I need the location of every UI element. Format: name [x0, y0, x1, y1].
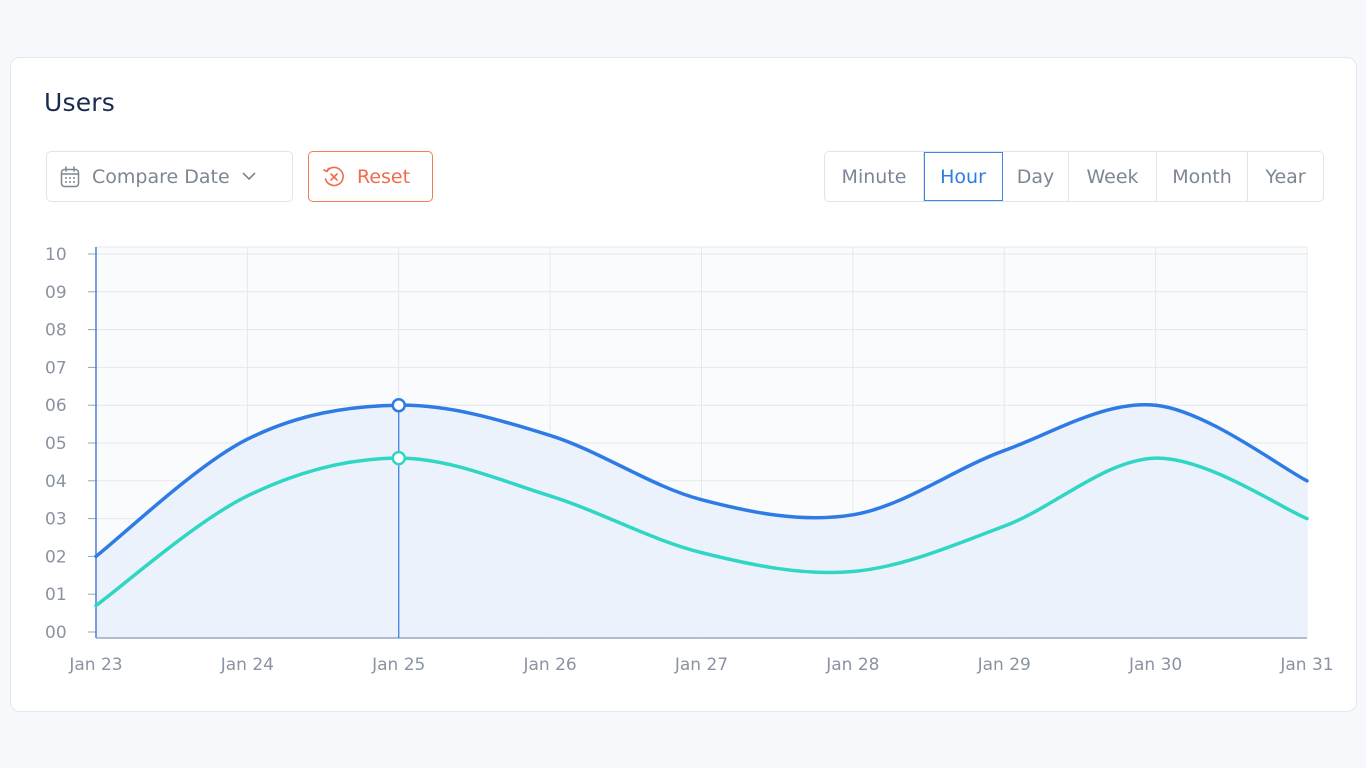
y-tick-label: 06 [45, 396, 67, 416]
x-tick-label: Jan 26 [523, 655, 577, 675]
x-tick-label: Jan 30 [1128, 655, 1182, 675]
range-hour-button[interactable]: Hour [924, 152, 1003, 201]
range-year-button[interactable]: Year [1248, 152, 1323, 201]
y-tick-label: 02 [45, 547, 67, 567]
primary-highlight-marker [391, 397, 406, 413]
y-tick-label: 07 [45, 358, 67, 378]
calendar-icon [60, 165, 80, 188]
y-tick-label: 03 [45, 510, 67, 530]
range-week-button[interactable]: Week [1069, 152, 1157, 201]
y-tick-label: 04 [45, 472, 67, 492]
y-tick-label: 05 [45, 434, 67, 454]
secondary-series-line [94, 456, 1309, 608]
y-tick-label: 09 [45, 283, 67, 303]
x-tick-label: Jan 25 [371, 655, 425, 675]
time-range-selector: Minute Hour Day Week Month Year [824, 151, 1324, 202]
range-day-button[interactable]: Day [1003, 152, 1069, 201]
y-tick-label: 08 [45, 321, 67, 341]
y-tick-label: 01 [45, 585, 67, 605]
x-tick-label: Jan 27 [674, 655, 728, 675]
x-tick-label: Jan 29 [977, 655, 1031, 675]
card-title: Users [44, 88, 116, 117]
y-tick-label: 10 [45, 245, 67, 265]
x-tick-label: Jan 24 [220, 655, 274, 675]
reset-clock-icon [321, 164, 347, 190]
compare-date-button[interactable]: Compare Date [46, 151, 293, 202]
x-tick-label: Jan 31 [1279, 655, 1333, 675]
reset-label: Reset [357, 165, 411, 188]
primary-series-line [94, 402, 1309, 559]
range-month-button[interactable]: Month [1157, 152, 1248, 201]
reset-button[interactable]: Reset [308, 151, 433, 202]
chevron-down-icon [242, 172, 256, 181]
range-minute-button[interactable]: Minute [825, 152, 924, 201]
compare-date-label: Compare Date [92, 165, 230, 188]
x-tick-label: Jan 28 [825, 655, 879, 675]
x-tick-label: Jan 23 [68, 655, 122, 675]
y-tick-label: 00 [45, 623, 67, 643]
secondary-highlight-marker [391, 450, 406, 466]
